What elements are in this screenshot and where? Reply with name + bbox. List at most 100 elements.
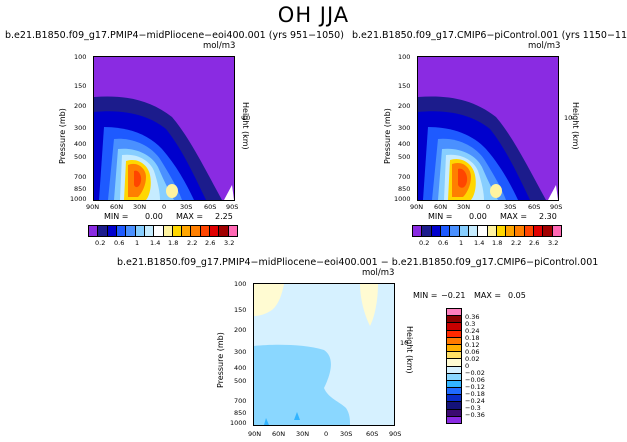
x-tick: 30S [504,203,517,211]
page-title: OH JJA [277,3,350,27]
colorbar-swatch [228,226,237,236]
colorbar-label: −0.36 [465,411,485,419]
colorbar-label: 0.18 [465,334,480,342]
y-tick: 1000 [394,195,411,203]
x-tick: 30N [457,203,471,211]
colorbar-label: 0 [465,362,470,370]
y-axis-label: Pressure (mb) [383,108,392,164]
x-tick: 60S [528,203,541,211]
contour-plot [417,56,559,201]
colorbar-swatch [447,366,461,374]
y-tick: 400 [234,364,247,372]
y-tick: 200 [74,102,87,110]
x-tick: 90S [226,203,239,211]
colorbar-swatch [210,226,220,236]
right-tick: 10 [564,114,573,122]
max-value: 0.05 [508,291,526,300]
units-label: mol/m3 [528,41,561,51]
colorbar-swatch [447,316,461,324]
colorbar-swatch [447,359,461,367]
colorbar-swatch [116,226,127,236]
right-tick: 10 [242,114,251,122]
colorbar-label: 0.3 [465,320,476,328]
colorbar-swatch [440,226,451,236]
y-tick: 700 [234,397,247,405]
colorbar-swatch [450,226,460,236]
colorbar-label: 3.2 [548,239,559,247]
y-tick: 300 [74,124,87,132]
y-tick: 850 [398,185,411,193]
y-tick: 150 [74,82,87,90]
max-label: MAX = [500,212,528,221]
colorbar-swatch [191,226,201,236]
colorbar-label: 0.02 [465,355,480,363]
panel-title: b.e21.B1850.f09_g17.PMIP4−midPliocene−eo… [117,257,599,268]
colorbar-swatch [447,395,461,403]
y-tick: 300 [234,348,247,356]
y-tick: 500 [234,377,247,385]
y-tick: 100 [398,53,411,61]
x-tick: 60S [204,203,217,211]
min-value: −0.21 [441,291,466,300]
max-value: 2.25 [215,212,233,221]
x-tick: 30N [296,430,310,438]
colorbar-swatch [447,402,461,410]
x-tick: 0 [486,203,491,211]
colorbar-swatch [154,226,164,236]
colorbar-swatch [219,226,229,236]
colorbar-swatch [447,352,461,360]
colorbar-label: 0.2 [419,239,430,247]
colorbar-swatch [487,226,497,236]
min-label: MIN = [413,291,438,300]
contour-fill [94,96,234,200]
right-axis-label: Height (km) [571,102,580,150]
colorbar-swatch [422,226,432,236]
colorbar-swatch [459,226,469,236]
min-value: 0.00 [469,212,487,221]
y-tick: 500 [74,153,87,161]
colorbar-swatch [447,380,461,389]
y-tick: 150 [234,306,247,314]
colorbar-swatch [126,226,136,236]
y-tick: 850 [74,185,87,193]
y-tick: 700 [74,173,87,181]
colorbar-label: −0.02 [465,369,485,377]
colorbar [88,225,238,237]
colorbar-swatch [107,226,117,236]
x-tick: 0 [324,430,329,438]
colorbar-label: −0.3 [465,404,481,412]
y-tick: 850 [234,409,247,417]
x-tick: 90N [86,203,100,211]
colorbar-label: 2.6 [529,239,540,247]
colorbar-swatch [515,226,525,236]
y-axis-label: Pressure (mb) [216,332,225,388]
x-tick: 90N [410,203,424,211]
y-axis-label: Pressure (mb) [58,108,67,164]
colorbar-swatch [89,226,99,236]
contour-plot [253,283,395,426]
colorbar-label: 1.4 [150,239,161,247]
colorbar-label: 0.24 [465,327,480,335]
contour-fill [254,284,378,425]
colorbar-swatch [447,330,461,338]
y-tick: 1000 [230,419,247,427]
y-tick: 200 [398,102,411,110]
x-tick: 30S [340,430,353,438]
y-tick: 400 [398,140,411,148]
colorbar-label: 3.2 [224,239,235,247]
y-tick: 500 [398,153,411,161]
x-tick: 0 [162,203,167,211]
colorbar-swatch [182,226,192,236]
colorbar-swatch [478,226,488,236]
colorbar-label: 0.36 [465,313,480,321]
colorbar-swatch [543,226,553,236]
max-label: MAX = [474,291,502,300]
min-value: 0.00 [145,212,163,221]
colorbar-swatch [447,409,461,417]
colorbar-label: 1 [459,239,464,247]
colorbar-swatch [431,226,441,236]
contour-plot [93,56,235,201]
colorbar-label: −0.24 [465,397,485,405]
colorbar-label: 2.6 [205,239,216,247]
panel-title: b.e21.B1850.f09_g17.PMIP4−midPliocene−eo… [5,30,344,41]
